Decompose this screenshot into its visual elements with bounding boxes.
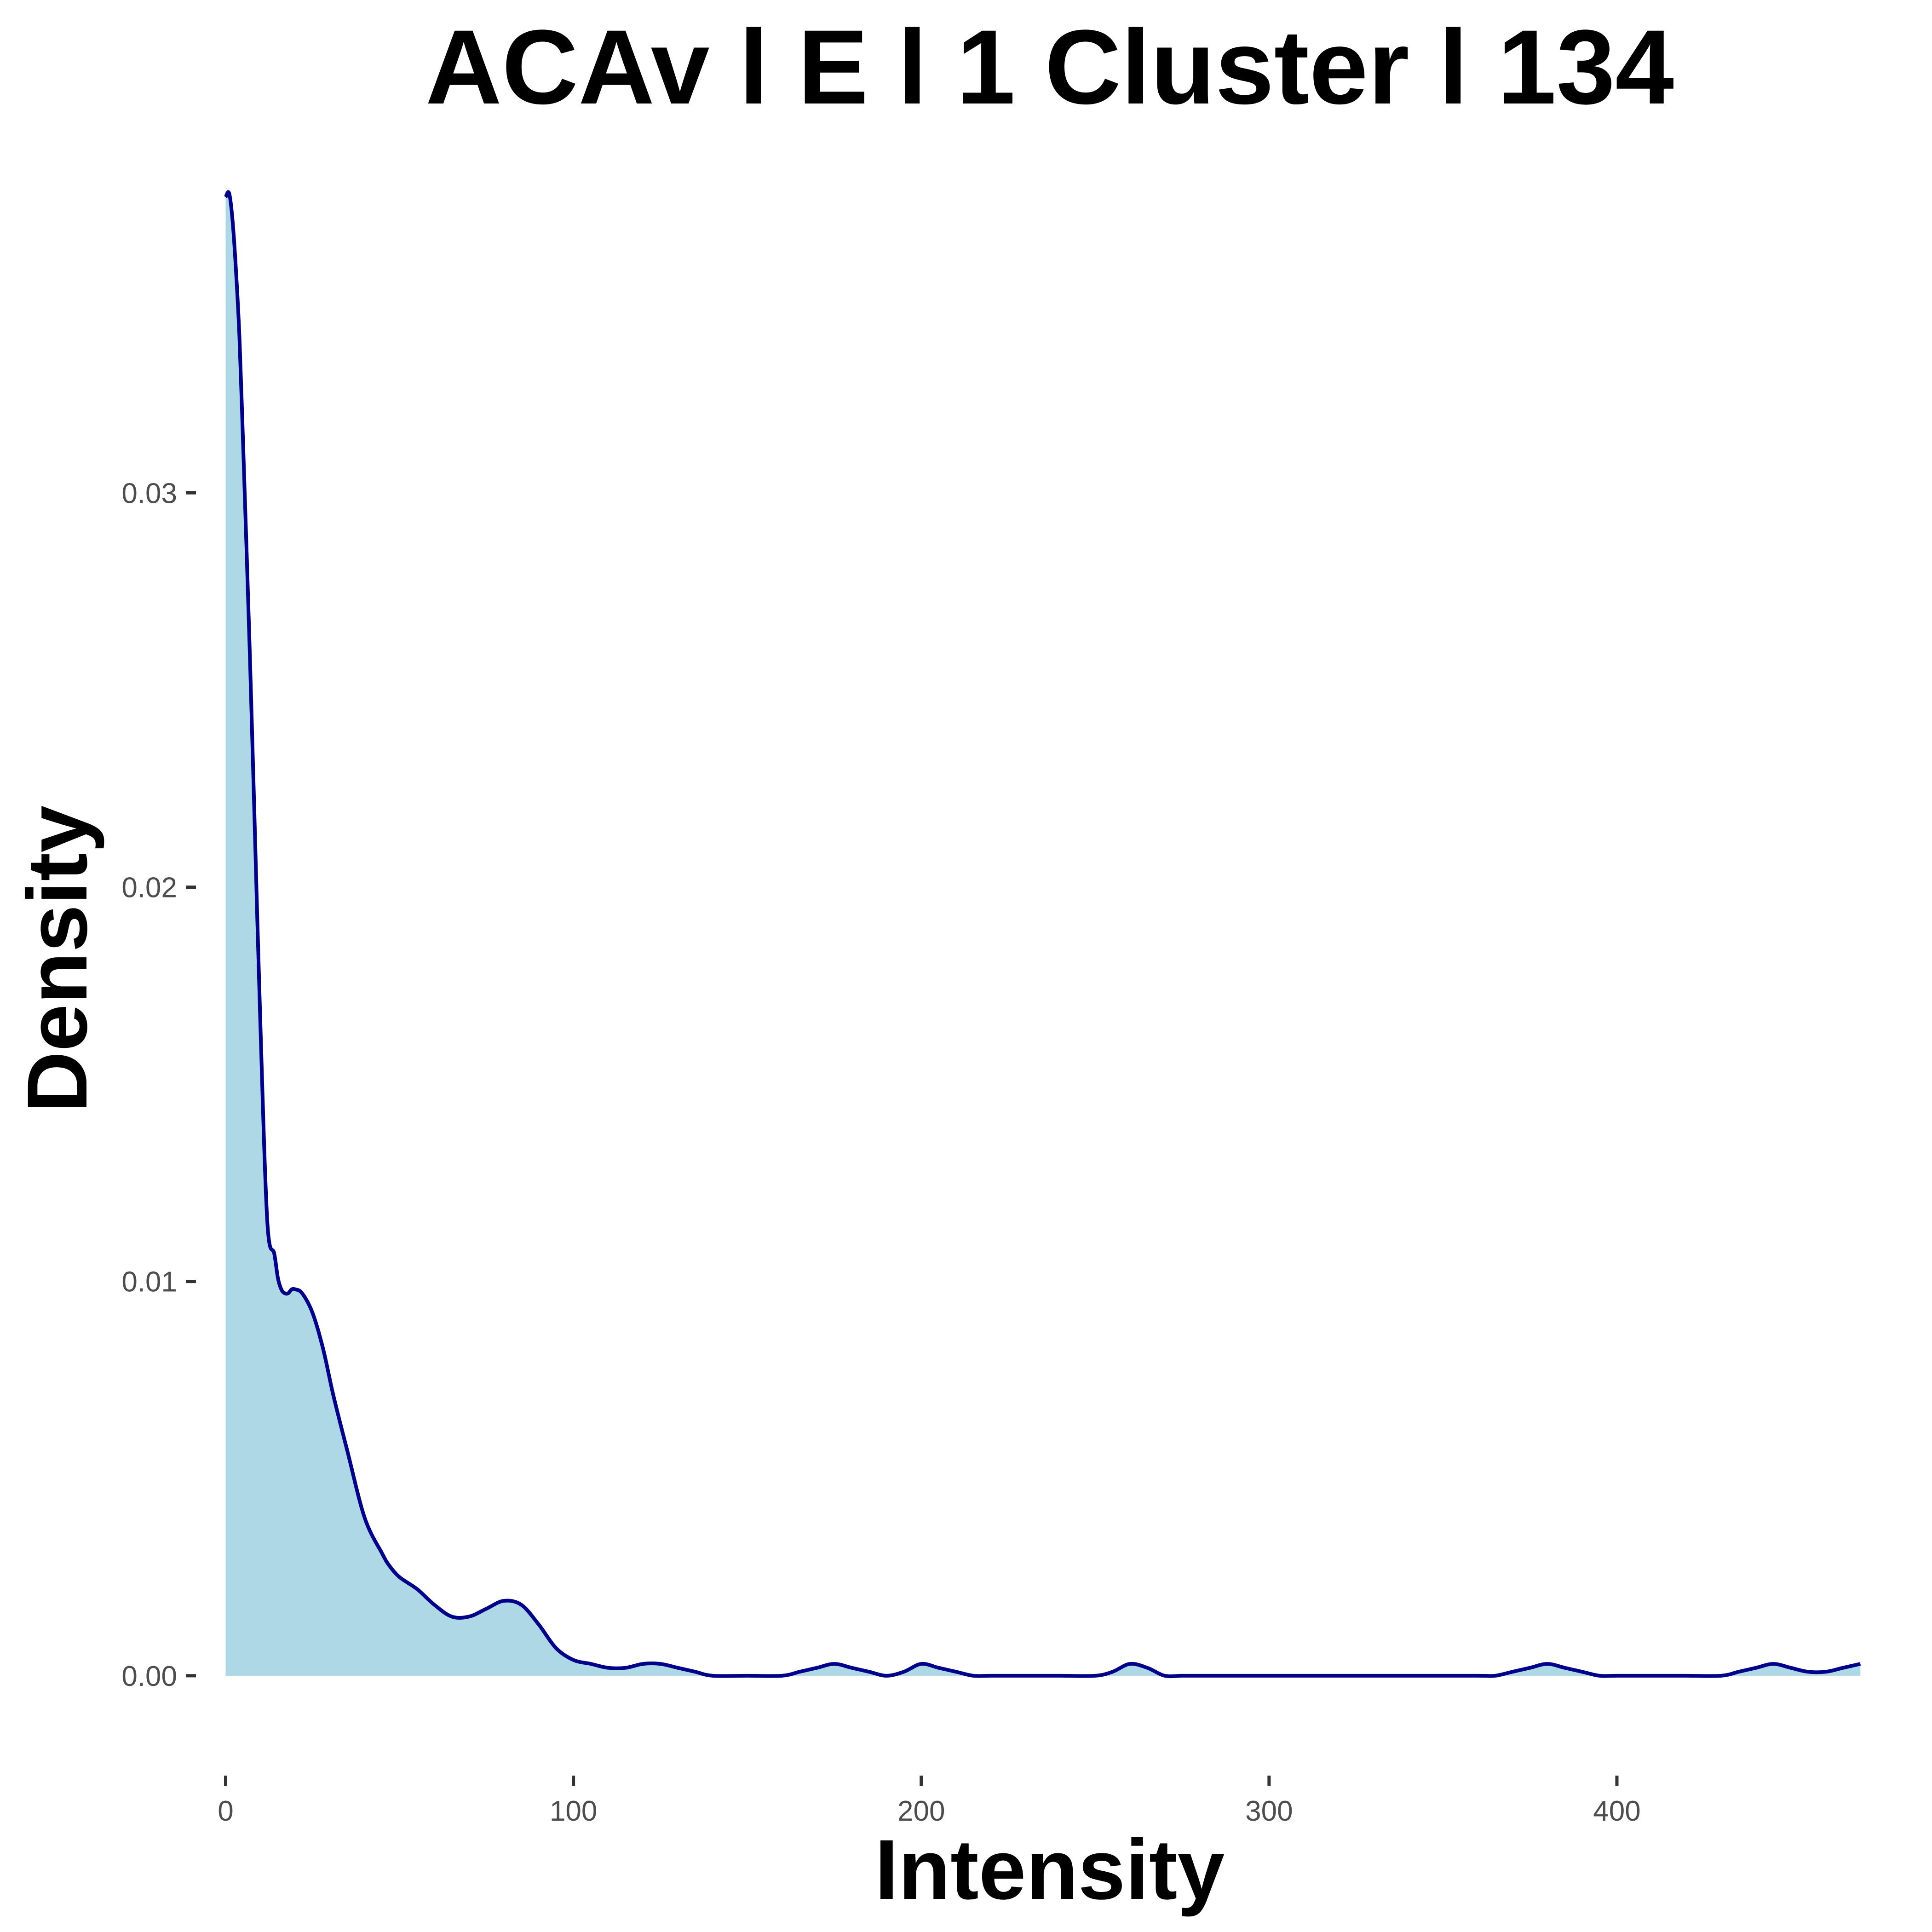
chart-title: ACAv l E l 1 Cluster l 134	[426, 8, 1674, 126]
x-tick-label: 200	[897, 1795, 945, 1827]
y-axis: 0.00 0.01 0.02 0.03	[121, 477, 196, 1692]
y-tick-label: 0.02	[121, 872, 177, 904]
x-tick-label: 300	[1245, 1795, 1293, 1827]
y-tick-label: 0.00	[121, 1661, 177, 1692]
x-axis: 0 100 200 300 400	[218, 1776, 1641, 1827]
x-axis-title: Intensity	[875, 1823, 1225, 1917]
x-tick-label: 0	[218, 1795, 233, 1827]
y-tick-label: 0.01	[121, 1266, 177, 1298]
plot-area	[224, 190, 1861, 1679]
x-tick-label: 400	[1593, 1795, 1640, 1827]
x-tick-label: 100	[550, 1795, 597, 1827]
density-line	[224, 190, 1861, 1679]
density-area	[225, 192, 1861, 1677]
y-tick-label: 0.03	[121, 477, 177, 509]
y-axis-title: Density	[10, 805, 105, 1113]
